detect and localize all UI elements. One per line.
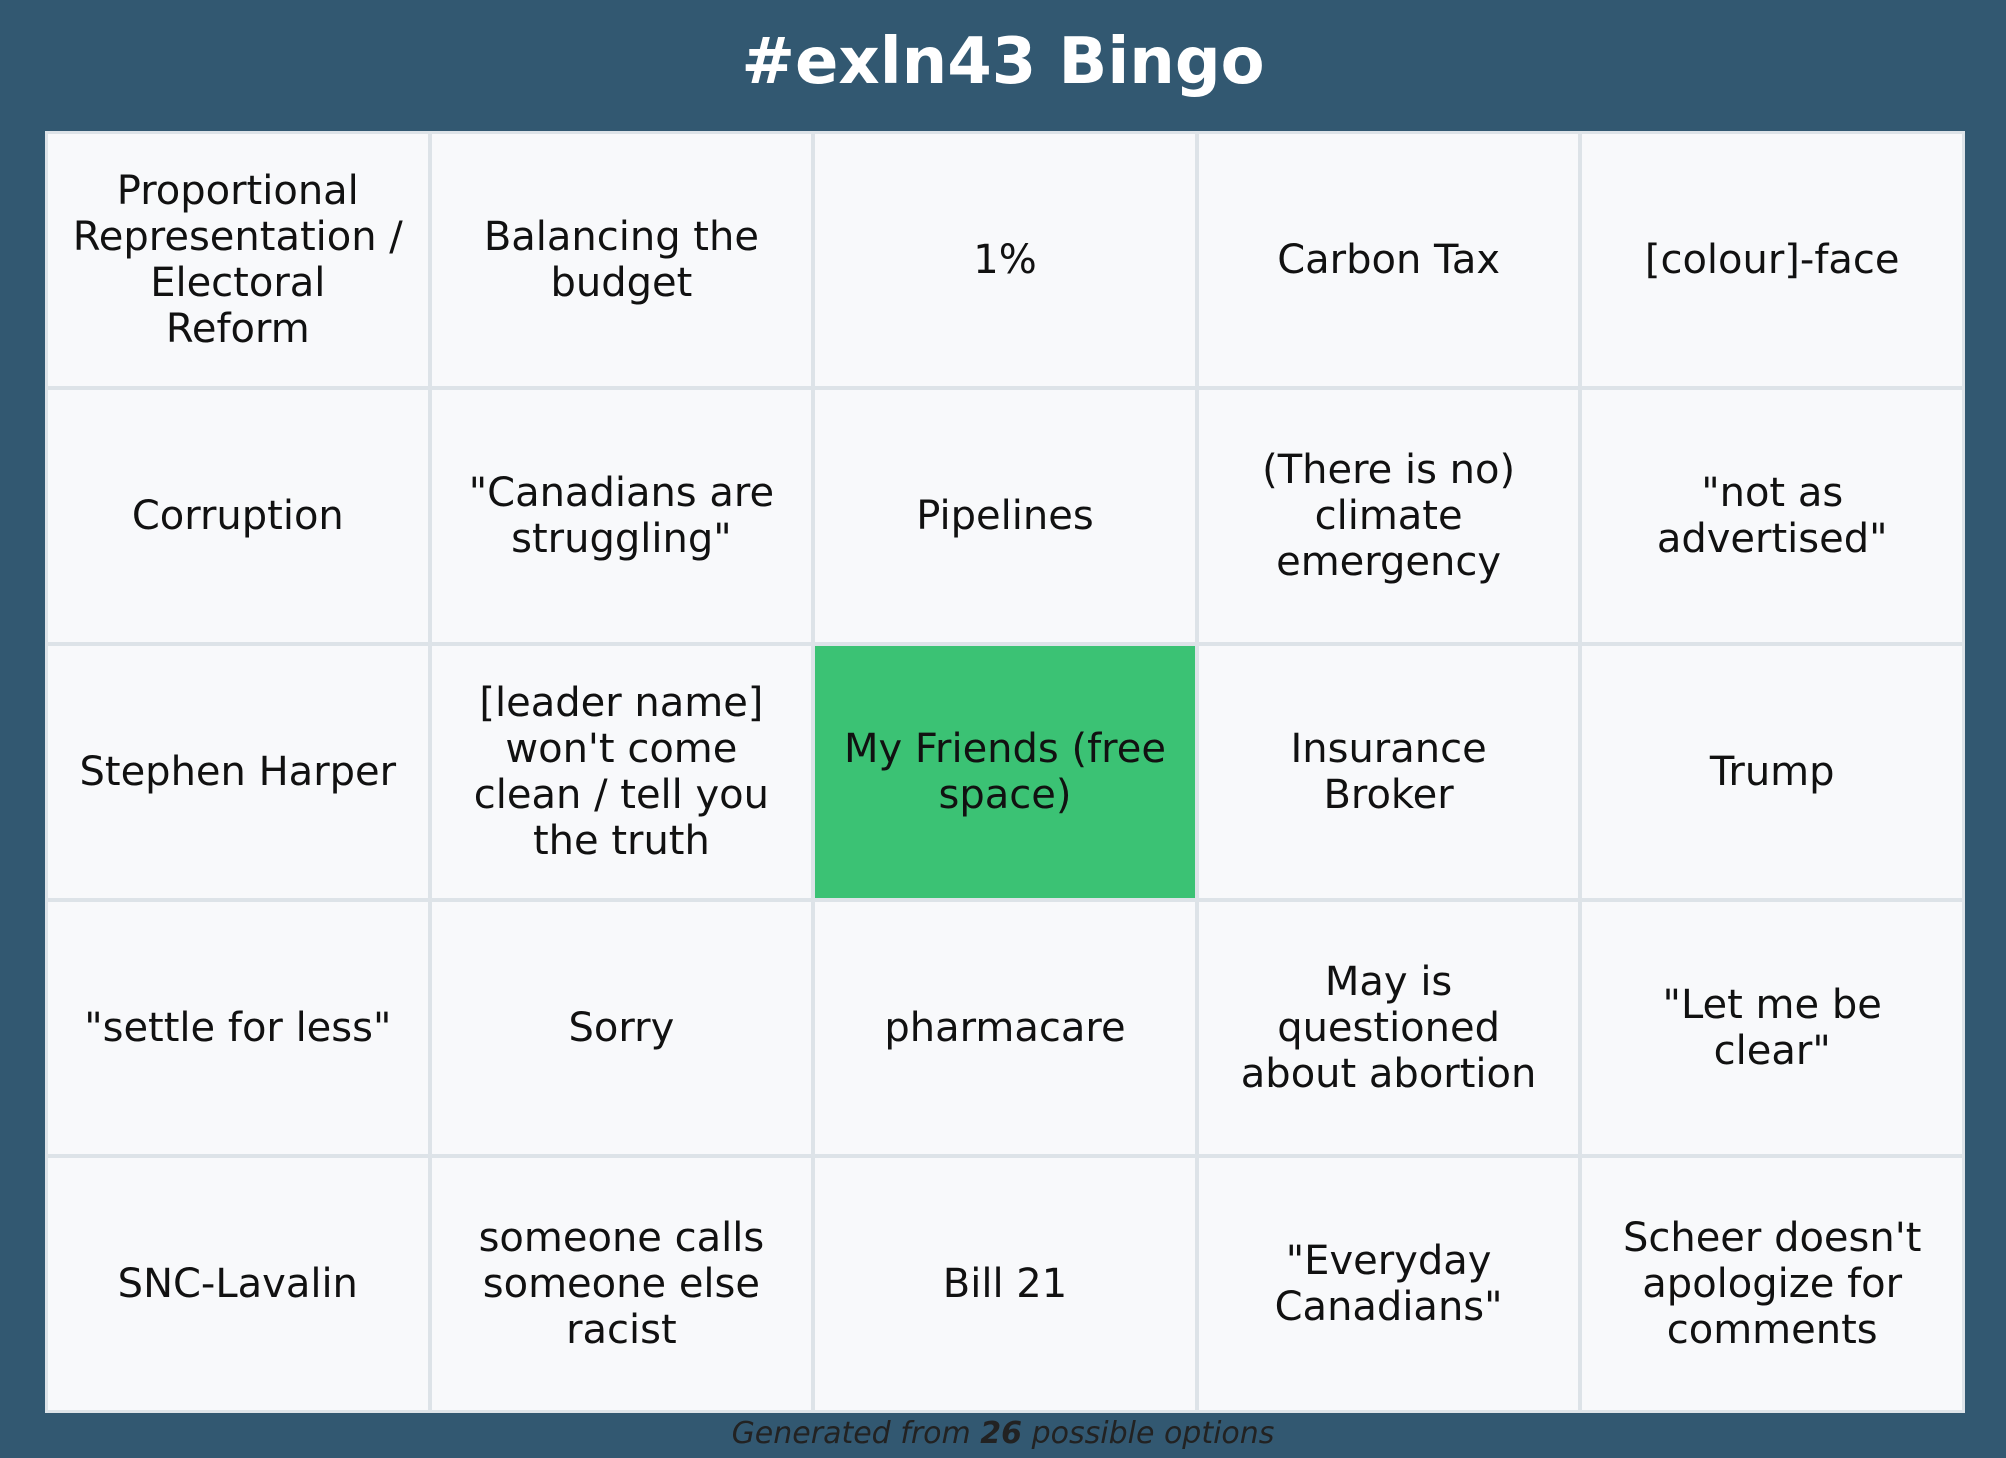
bingo-cell[interactable]: SNC-Lavalin [48,1158,428,1410]
bingo-cell[interactable]: pharmacare [815,902,1195,1154]
bingo-cell[interactable]: "Let me be clear" [1582,902,1962,1154]
footer-note: Generated from 26 possible options [0,1414,2006,1454]
bingo-free-space[interactable]: My Friends (free space) [815,646,1195,898]
bingo-cell[interactable]: Trump [1582,646,1962,898]
bingo-cell[interactable]: someone calls someone else racist [431,1158,812,1410]
option-count: 26 [980,1416,1023,1451]
bingo-board: Proportional Representation / Electoral … [45,131,1965,1413]
bingo-cell[interactable]: Carbon Tax [1198,134,1579,386]
bingo-cell[interactable]: Proportional Representation / Electoral … [48,134,428,386]
bingo-cell[interactable]: "not as advertised" [1582,390,1962,642]
page-title: #exln43 Bingo [741,25,1265,99]
bingo-cell[interactable]: Pipelines [815,390,1195,642]
bingo-cell[interactable]: Bill 21 [815,1158,1195,1410]
bingo-cell[interactable]: Sorry [431,902,812,1154]
bingo-cell[interactable]: May is questioned about abortion [1198,902,1579,1154]
bingo-cell[interactable]: Balancing the budget [431,134,812,386]
bingo-cell[interactable]: [colour]-face [1582,134,1962,386]
bingo-cell[interactable]: (There is no) climate emergency [1198,390,1579,642]
bingo-cell[interactable]: Scheer doesn't apologize for comments [1582,1158,1962,1410]
bingo-cell[interactable]: "Canadians are struggling" [431,390,812,642]
bingo-cell[interactable]: 1% [815,134,1195,386]
bingo-cell[interactable]: Insurance Broker [1198,646,1579,898]
bingo-cell[interactable]: "settle for less" [48,902,428,1154]
bingo-cell[interactable]: [leader name] won't come clean / tell yo… [431,646,812,898]
bingo-cell[interactable]: Corruption [48,390,428,642]
bingo-cell[interactable]: "Everyday Canadians" [1198,1158,1579,1410]
footer-suffix: possible options [1031,1416,1275,1451]
bingo-cell[interactable]: Stephen Harper [48,646,428,898]
footer-prefix: Generated from [731,1416,971,1451]
